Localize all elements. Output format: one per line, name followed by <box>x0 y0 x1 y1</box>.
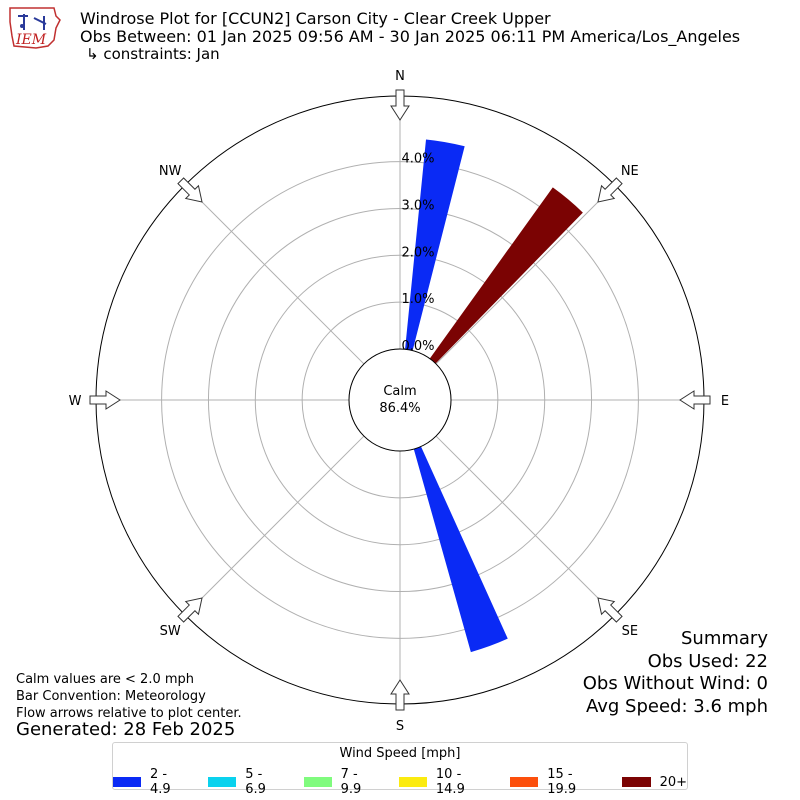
summary-title: Summary <box>681 628 768 649</box>
radial-tick-label: 1.0% <box>401 292 434 307</box>
direction-label-W: W <box>69 394 82 409</box>
radial-tick-label: 4.0% <box>401 152 434 167</box>
flow-arrow-NE <box>597 177 623 203</box>
spoke-NW <box>184 184 365 365</box>
flow-arrow-N <box>390 89 410 121</box>
bar-0 <box>405 139 465 351</box>
bar-2 <box>413 446 508 653</box>
legend-swatch <box>398 777 427 787</box>
legend-title: Wind Speed [mph] <box>339 746 461 761</box>
flow-arrow-NW <box>177 177 203 203</box>
flow-arrow-S <box>390 679 410 711</box>
chart-subtitle: Obs Between: 01 Jan 2025 09:56 AM - 30 J… <box>80 27 741 46</box>
note-bar-convention: Bar Convention: Meteorology <box>16 689 206 704</box>
generated-date: Generated: 28 Feb 2025 <box>16 719 236 740</box>
spoke-SE <box>435 435 616 616</box>
summary-box: Summary Obs Used: 22 Obs Without Wind: 0… <box>583 628 768 718</box>
legend-label: 10 - 14.9 <box>435 767 465 797</box>
legend-items: 2 - 4.9 5 - 6.9 7 - 9.9 10 - 14.9 15 - 19.9 2… <box>113 767 687 797</box>
legend-swatch <box>303 777 332 787</box>
legend-label: 5 - 6.9 <box>245 767 266 797</box>
constraints-label: ↳ constraints: Jan <box>86 45 220 63</box>
legend-swatch <box>621 777 651 787</box>
direction-bars <box>405 139 583 653</box>
legend-item: 2 - 4.9 <box>113 767 190 797</box>
legend-label: 20+ <box>659 774 687 790</box>
bar-1 <box>429 187 583 364</box>
direction-label-N: N <box>395 69 405 84</box>
direction-labels: N NE E SE S SW W NW <box>69 69 730 734</box>
flow-arrow-E <box>679 390 711 410</box>
direction-label-S: S <box>396 719 404 734</box>
direction-label-E: E <box>721 394 729 409</box>
legend: Wind Speed [mph] 2 - 4.9 5 - 6.9 7 - 9.9 10… <box>112 742 688 797</box>
note-flow-arrows: Flow arrows relative to plot center. <box>16 706 242 721</box>
legend-item: 5 - 6.9 <box>208 767 285 797</box>
legend-swatch <box>510 777 539 787</box>
spoke-SW <box>184 435 365 616</box>
legend-item: 20+ <box>621 767 687 797</box>
flow-arrow-SW <box>177 597 203 623</box>
flow-arrow-W <box>89 390 121 410</box>
direction-label-NW: NW <box>159 164 182 179</box>
flow-arrows <box>89 89 711 711</box>
summary-obs-without-wind: Obs Without Wind: 0 <box>582 673 768 694</box>
legend-label: 2 - 4.9 <box>149 767 171 797</box>
legend-item: 7 - 9.9 <box>303 767 381 797</box>
flow-arrow-SE <box>597 597 623 623</box>
legend-label: 15 - 19.9 <box>547 767 577 797</box>
chart-title: Windrose Plot for [CCUN2] Carson City - … <box>80 9 551 28</box>
calm-label: Calm <box>383 384 416 399</box>
calm-circle <box>348 348 452 452</box>
summary-obs-used: Obs Used: 22 <box>647 650 768 672</box>
radial-tick-label: 3.0% <box>401 198 434 213</box>
note-calm: Calm values are < 2.0 mph <box>16 672 195 687</box>
radial-tick-label: 2.0% <box>401 245 434 260</box>
spoke-NE <box>435 184 616 365</box>
chart-notes: Calm values are < 2.0 mph Bar Convention… <box>16 671 242 722</box>
direction-label-NE: NE <box>621 164 639 179</box>
legend-swatch <box>208 777 237 787</box>
calm-value: 86.4% <box>379 401 420 416</box>
iem-logo: IEM <box>9 7 61 49</box>
legend-label: 7 - 9.9 <box>340 767 362 797</box>
radial-tick-labels: 0.0%1.0%2.0%3.0%4.0% <box>401 152 434 354</box>
legend-item: 10 - 14.9 <box>398 767 492 797</box>
direction-label-SW: SW <box>160 624 181 639</box>
legend-swatch <box>113 777 141 787</box>
summary-avg-speed: Avg Speed: 3.6 mph <box>586 695 768 717</box>
direction-label-SE: SE <box>622 624 638 639</box>
logo-text: IEM <box>15 32 47 48</box>
legend-item: 15 - 19.9 <box>510 767 603 797</box>
